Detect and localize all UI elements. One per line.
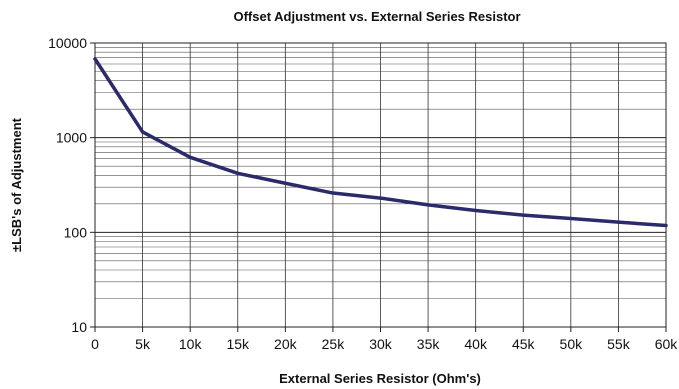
- x-tick-label: 35k: [417, 336, 441, 352]
- x-tick-label: 45k: [512, 336, 536, 352]
- chart-title: Offset Adjustment vs. External Series Re…: [233, 9, 520, 24]
- x-axis-ticks: 0 5k 10k 15k 20k 25k 30k 35k 40k 45k 50k 55k 60k: [91, 327, 678, 352]
- x-tick-label: 15k: [226, 336, 250, 352]
- x-tick-label: 30k: [369, 336, 393, 352]
- x-tick-label: 55k: [607, 336, 631, 352]
- x-tick-label: 50k: [560, 336, 584, 352]
- y-tick-label: 10: [71, 319, 87, 335]
- x-tick-label: 10k: [179, 336, 203, 352]
- x-tick-label: 25k: [322, 336, 346, 352]
- y-axis-label: ±LSB's of Adjustment: [9, 117, 24, 252]
- y-axis-ticks: 10 100 1000 10000: [48, 35, 95, 335]
- x-tick-label: 0: [91, 336, 99, 352]
- y-tick-label: 100: [64, 224, 88, 240]
- major-grid: [94, 42, 667, 328]
- x-tick-label: 5k: [135, 336, 151, 352]
- y-tick-label: 1000: [56, 130, 87, 146]
- series-line: [93, 57, 668, 228]
- x-tick-label: 20k: [274, 336, 298, 352]
- x-tick-label: 40k: [464, 336, 488, 352]
- x-tick-label: 60k: [655, 336, 679, 352]
- x-axis-label: External Series Resistor (Ohm's): [279, 371, 481, 386]
- y-tick-label: 10000: [48, 35, 87, 51]
